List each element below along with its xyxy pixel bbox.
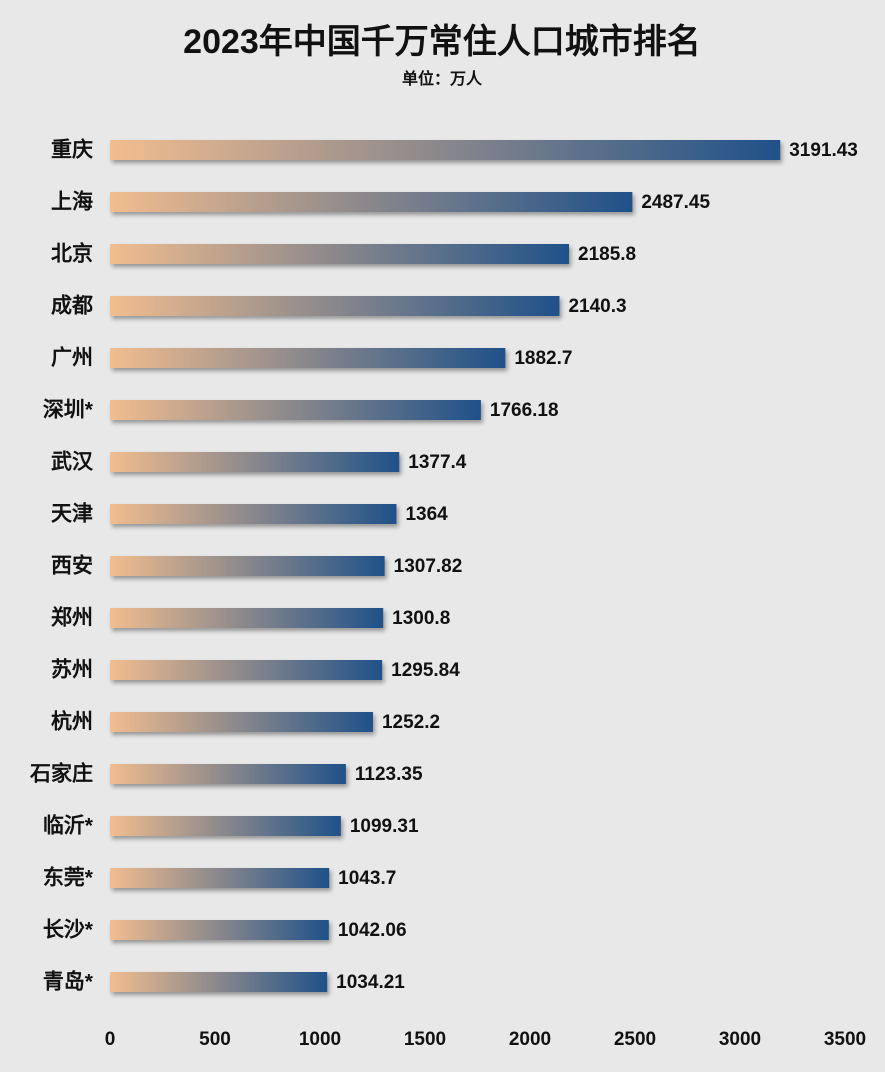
y-tick-label: 临沂* xyxy=(43,814,94,838)
y-tick-label: 长沙* xyxy=(43,919,94,942)
value-label: 1042.06 xyxy=(338,920,407,941)
bar xyxy=(110,192,633,212)
value-label: 3191.43 xyxy=(789,140,858,161)
y-tick-label: 天津 xyxy=(51,503,93,526)
value-label: 1252.2 xyxy=(382,712,440,733)
bar xyxy=(110,296,560,316)
x-tick-label: 2500 xyxy=(614,1029,656,1050)
value-label: 1123.35 xyxy=(355,764,423,785)
bar xyxy=(110,972,328,992)
x-tick-label: 0 xyxy=(105,1029,116,1050)
value-label: 1043.7 xyxy=(338,868,396,889)
y-tick-label: 武汉 xyxy=(51,451,94,474)
bar xyxy=(110,504,397,524)
x-tick-label: 3500 xyxy=(824,1029,866,1050)
bar xyxy=(110,348,506,368)
value-label: 2185.8 xyxy=(578,244,636,265)
bar xyxy=(110,764,346,784)
value-label: 1766.18 xyxy=(490,400,559,421)
x-tick-label: 2000 xyxy=(509,1029,551,1050)
y-tick-label: 苏州 xyxy=(51,659,93,682)
value-label: 1377.4 xyxy=(408,452,467,473)
x-tick-label: 3000 xyxy=(719,1029,761,1050)
y-tick-label: 上海 xyxy=(51,190,93,214)
bar xyxy=(110,244,570,264)
bar xyxy=(110,556,385,576)
value-label: 1099.31 xyxy=(350,816,419,837)
value-label: 1295.84 xyxy=(391,660,460,681)
bar xyxy=(110,816,341,836)
bar xyxy=(110,140,781,160)
value-label: 1882.7 xyxy=(514,348,572,369)
value-label: 2140.3 xyxy=(568,296,626,317)
y-tick-label: 重庆 xyxy=(51,138,93,162)
bar xyxy=(110,868,330,888)
bar xyxy=(110,400,481,420)
y-tick-label: 郑州 xyxy=(51,607,93,630)
value-label: 1300.8 xyxy=(392,608,450,629)
y-tick-label: 深圳* xyxy=(43,399,94,422)
bar xyxy=(110,608,384,628)
y-tick-label: 石家庄 xyxy=(29,762,93,786)
bar xyxy=(110,920,329,940)
y-tick-label: 北京 xyxy=(51,242,93,266)
chart-subtitle: 单位：万人 xyxy=(402,69,483,88)
y-tick-label: 西安 xyxy=(51,554,93,578)
bar xyxy=(110,712,373,732)
bar xyxy=(110,660,383,680)
value-label: 2487.45 xyxy=(641,192,710,213)
value-label: 1034.21 xyxy=(336,972,405,993)
x-tick-label: 1500 xyxy=(404,1029,446,1050)
y-tick-label: 东莞* xyxy=(43,866,94,890)
x-tick-label: 500 xyxy=(199,1029,231,1050)
bar xyxy=(110,452,400,472)
chart-title: 2023年中国千万常住人口城市排名 xyxy=(183,22,701,61)
value-label: 1307.82 xyxy=(394,556,463,577)
y-tick-label: 杭州 xyxy=(51,710,93,734)
x-tick-label: 1000 xyxy=(299,1029,341,1050)
y-tick-label: 成都 xyxy=(51,294,93,318)
y-tick-label: 广州 xyxy=(51,346,93,370)
y-tick-label: 青岛* xyxy=(43,970,94,994)
value-label: 1364 xyxy=(405,504,448,525)
